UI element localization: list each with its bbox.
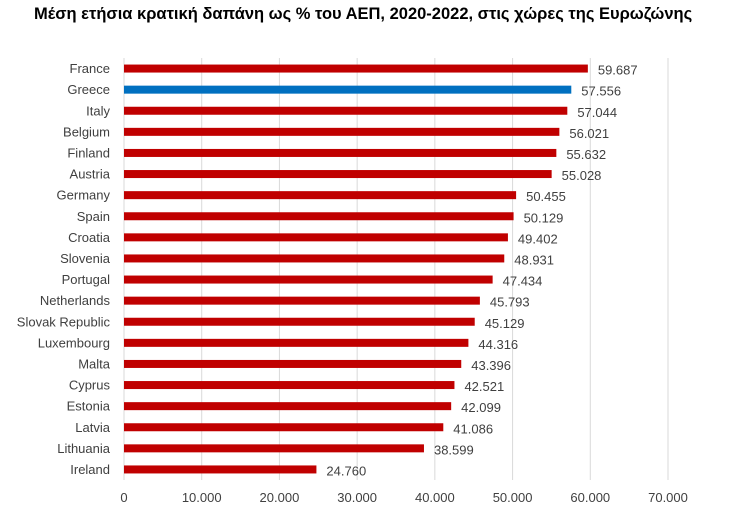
data-label: 50.129 xyxy=(524,210,564,225)
category-label: Netherlands xyxy=(40,293,111,308)
bar xyxy=(124,64,588,73)
category-label: Slovak Republic xyxy=(17,314,111,329)
category-label: Portugal xyxy=(62,272,111,287)
x-tick-label: 40.000 xyxy=(415,490,455,505)
data-label: 45.129 xyxy=(485,316,525,331)
data-label: 57.044 xyxy=(577,105,617,120)
x-tick-label: 70.000 xyxy=(648,490,688,505)
bar xyxy=(124,465,317,474)
category-label: France xyxy=(70,61,110,76)
category-label: Latvia xyxy=(75,420,110,435)
data-label: 50.455 xyxy=(526,189,566,204)
category-label: Cyprus xyxy=(69,378,111,393)
data-label: 55.632 xyxy=(566,147,606,162)
bar xyxy=(124,148,557,157)
bar xyxy=(124,170,552,179)
x-tick-label: 30.000 xyxy=(337,490,377,505)
data-label: 48.931 xyxy=(514,252,554,267)
data-label: 59.687 xyxy=(598,63,638,78)
category-label: Malta xyxy=(78,356,111,371)
category-label: Lithuania xyxy=(57,441,111,456)
category-label: Croatia xyxy=(68,230,111,245)
category-label: Luxembourg xyxy=(38,335,110,350)
bar xyxy=(124,402,452,411)
x-tick-label: 50.000 xyxy=(493,490,533,505)
category-label: Austria xyxy=(70,167,111,182)
category-label: Estonia xyxy=(67,399,111,414)
bar xyxy=(124,317,475,326)
bar xyxy=(124,381,455,390)
data-label: 45.793 xyxy=(490,295,530,310)
data-label: 43.396 xyxy=(471,358,511,373)
data-label: 24.760 xyxy=(326,463,366,478)
category-label: Greece xyxy=(67,82,110,97)
data-label: 57.556 xyxy=(581,84,621,99)
data-label: 55.028 xyxy=(562,168,602,183)
bar xyxy=(124,191,517,200)
bar xyxy=(124,233,508,242)
bar xyxy=(124,275,493,284)
data-label: 56.021 xyxy=(569,126,609,141)
x-tick-label: 20.000 xyxy=(260,490,300,505)
category-label: Germany xyxy=(57,188,111,203)
bar xyxy=(124,85,572,94)
data-label: 42.099 xyxy=(461,400,501,415)
bar xyxy=(124,338,469,347)
bar xyxy=(124,127,560,136)
category-label: Finland xyxy=(67,145,110,160)
data-label: 49.402 xyxy=(518,231,558,246)
data-label: 47.434 xyxy=(503,274,543,289)
category-label: Ireland xyxy=(70,462,110,477)
bar xyxy=(124,423,444,432)
bar xyxy=(124,296,480,305)
data-label: 42.521 xyxy=(464,379,504,394)
bar xyxy=(124,212,514,221)
bar xyxy=(124,444,424,453)
chart-title: Μέση ετήσια κρατική δαπάνη ως % του ΑΕΠ,… xyxy=(34,5,693,23)
x-tick-label: 60.000 xyxy=(570,490,610,505)
bar xyxy=(124,359,462,368)
x-tick-label: 10.000 xyxy=(182,490,222,505)
bar xyxy=(124,254,505,263)
bar xyxy=(124,106,568,115)
category-label: Slovenia xyxy=(60,251,111,266)
x-tick-label: 0 xyxy=(120,490,127,505)
category-label: Spain xyxy=(77,209,110,224)
data-label: 44.316 xyxy=(478,337,518,352)
data-label: 41.086 xyxy=(453,421,493,436)
data-label: 38.599 xyxy=(434,442,474,457)
category-label: Belgium xyxy=(63,124,110,139)
category-label: Italy xyxy=(86,103,110,118)
